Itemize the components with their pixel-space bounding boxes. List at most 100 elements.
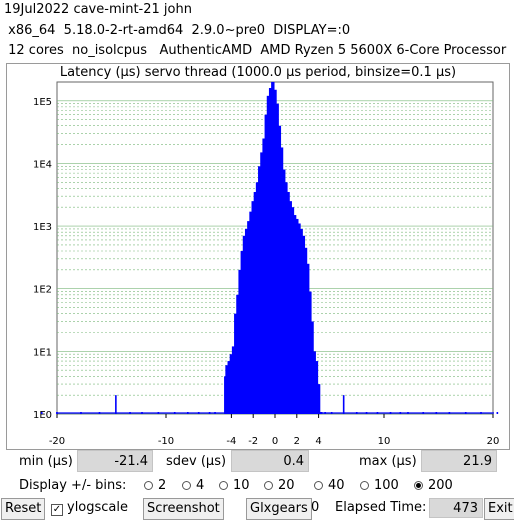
histogram-bar [231, 346, 236, 414]
histogram-bar [258, 166, 262, 414]
radio-dot-icon [264, 481, 273, 490]
radio-dot-icon [360, 481, 369, 490]
histogram-bar [435, 412, 438, 414]
radio-dot-icon [314, 481, 323, 490]
histogram-bar [40, 412, 43, 414]
histogram-bar [284, 182, 288, 414]
reset-button[interactable]: Reset [1, 498, 46, 520]
x-tick-label: -2 [248, 436, 258, 447]
x-tick-label: -20 [49, 436, 65, 447]
histogram-bar [448, 412, 451, 414]
histogram-bar [242, 235, 247, 414]
toolbar: Reset ✓ ylogscale Screenshot Glxgears 0 E… [0, 498, 514, 522]
histogram-bar [260, 152, 264, 414]
bins-radio-2[interactable]: 2 [144, 478, 166, 493]
histogram-bar [319, 412, 323, 414]
histogram-bar [496, 412, 499, 414]
x-tick-label: 20 [487, 436, 500, 447]
histogram-bar [80, 412, 82, 414]
histogram-bar [407, 412, 409, 414]
header-date-host: 19Jul2022 cave-mint-21 john [4, 2, 192, 17]
header-kernel-info: x86_64 5.18.0-2-rt-amd64 2.9.0~pre0 DISP… [4, 23, 351, 38]
y-tick-label: 1E3 [33, 222, 52, 233]
histogram-bar [234, 313, 238, 414]
sdev-value: 0.4 [231, 450, 309, 472]
histogram-bar [208, 412, 211, 414]
histogram-bar [238, 269, 242, 414]
bins-option-label: 20 [278, 478, 295, 493]
histogram-bar [306, 263, 310, 414]
histogram-bar [288, 201, 292, 414]
header-cpu-info: 12 cores no_isolcpus AuthenticAMD AMD Ry… [4, 43, 507, 58]
checkmark-icon: ✓ [51, 504, 63, 516]
histogram-bar [214, 412, 216, 414]
histogram-bar [264, 114, 268, 414]
bins-option-label: 10 [233, 478, 250, 493]
histogram-bar [271, 81, 275, 414]
histogram-bar [316, 384, 321, 414]
histogram-bar [98, 412, 101, 414]
min-label: min (µs) [19, 454, 73, 469]
glxgears-button[interactable]: Glxgears [246, 498, 312, 520]
histogram-bar [224, 376, 226, 414]
histogram-bar [365, 412, 368, 414]
radio-dot-icon [219, 481, 228, 490]
min-value: -21.4 [77, 450, 153, 472]
histogram-bar [253, 191, 258, 414]
histogram-bar [187, 412, 189, 414]
histogram-bar [282, 169, 286, 414]
histogram-bar [399, 412, 402, 414]
histogram-bar [277, 125, 282, 414]
bins-radio-40[interactable]: 40 [314, 478, 345, 493]
histogram-bar [310, 321, 314, 414]
radio-dot-selected-icon [414, 481, 423, 490]
y-tick-label: 1E0 [33, 410, 52, 421]
histogram-bar [480, 412, 482, 414]
screenshot-button[interactable]: Screenshot [143, 498, 224, 520]
histogram-bar [255, 182, 260, 414]
histogram-bar [251, 201, 255, 414]
histogram-bar [312, 351, 316, 414]
bins-radio-100[interactable]: 100 [360, 478, 399, 493]
bins-radio-200[interactable]: 200 [414, 478, 453, 493]
histogram-bar [292, 215, 297, 414]
histogram-bar [389, 412, 392, 414]
glxgears-count: 0 [311, 500, 320, 515]
histogram-bar [355, 412, 358, 414]
x-tick-label: 10 [378, 436, 391, 447]
bins-radio-10[interactable]: 10 [219, 478, 250, 493]
x-tick-label: -10 [158, 436, 174, 447]
histogram-bar [268, 88, 273, 414]
histogram-bar [247, 221, 251, 414]
bins-option-label: 100 [374, 478, 399, 493]
histogram-bar [314, 361, 319, 414]
y-tick-label: 1E2 [33, 285, 52, 296]
y-tick-label: 1E1 [33, 347, 52, 358]
exit-button[interactable]: Exit [484, 498, 514, 520]
histogram-bar [141, 412, 143, 414]
histogram-bar [225, 365, 229, 414]
histogram-bar [273, 89, 277, 414]
chart-title: Latency (µs) servo thread (1000.0 µs per… [59, 65, 457, 80]
histogram-bar [240, 251, 244, 414]
bins-option-label: 200 [428, 478, 453, 493]
bins-radio-20[interactable]: 20 [264, 478, 295, 493]
bins-control-row: Display +/- bins: 2 4 10 20 40 100 200 [0, 474, 514, 498]
radio-dot-icon [182, 481, 191, 490]
histogram-bar [290, 207, 295, 414]
histogram-bar [295, 218, 299, 414]
elapsed-time-value: 473 [429, 498, 483, 518]
bins-radio-4[interactable]: 4 [182, 478, 204, 493]
histogram-bar [299, 228, 303, 414]
histogram-bar [157, 412, 160, 414]
histogram-bar [275, 103, 279, 415]
ylogscale-checkbox[interactable]: ✓ ylogscale [51, 500, 128, 516]
max-label: max (µs) [359, 454, 417, 469]
y-tick-label: 1E5 [33, 97, 52, 108]
y-tick-label: 1E4 [33, 159, 52, 170]
bins-option-label: 40 [328, 478, 345, 493]
histogram-bar [249, 211, 253, 414]
bins-option-label: 2 [158, 478, 167, 493]
histogram-bar [286, 191, 290, 414]
